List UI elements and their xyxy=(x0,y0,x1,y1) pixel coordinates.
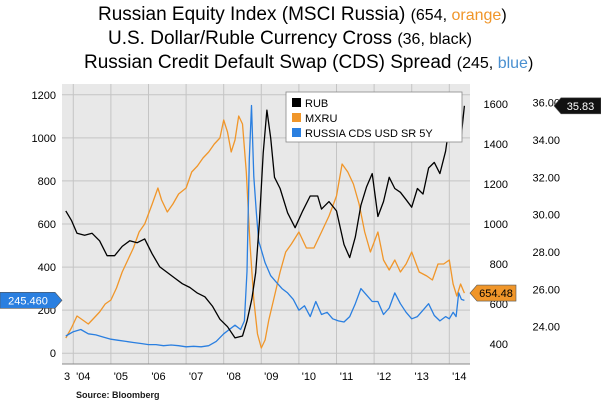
right-outer-axis-tick-label: 34.00 xyxy=(532,135,560,147)
x-axis: 3 '04 '05 '06 '07 '08 '09 '10 '11 '12 '13 '14 xyxy=(62,363,470,383)
x-axis-tick-label: '06 xyxy=(151,371,165,383)
series-lines xyxy=(65,98,466,349)
right-inner-axis-tick-label: 1600 xyxy=(484,99,508,111)
legend-swatch xyxy=(292,113,301,122)
right-outer-axis-tick-label: 28.00 xyxy=(532,247,560,259)
x-axis-tick-label: '13 xyxy=(415,371,429,383)
title-line-2: U.S. Dollar/Ruble Currency Cross (36, bl… xyxy=(108,28,472,50)
rub-value-tag-label: 35.83 xyxy=(567,101,595,113)
legend-label: RUB xyxy=(305,98,328,110)
right-outer-axis: 36.00 34.00 32.00 30.00 28.00 26.00 24.00 xyxy=(532,98,560,334)
title-line-3: Russian Credit Default Swap (CDS) Spread… xyxy=(84,52,533,74)
right-inner-axis-tick-label: 600 xyxy=(490,299,508,311)
right-outer-axis-tick-label: 30.00 xyxy=(532,210,560,222)
rub-line xyxy=(65,98,466,339)
title-line-1-color-word: orange xyxy=(451,7,502,24)
right-inner-axis-tick-label: 400 xyxy=(490,339,508,351)
right-outer-axis-tick-label: 32.00 xyxy=(532,172,560,184)
title-line-1-main: Russian Equity Index (MSCI Russia) xyxy=(98,4,406,25)
x-axis-tick-label: '10 xyxy=(302,371,316,383)
right-inner-axis-tick-label: 1400 xyxy=(484,139,508,151)
right-inner-axis: 1600 1400 1200 1000 800 600 400 xyxy=(484,99,508,351)
right-inner-axis-tick-label: 800 xyxy=(490,259,508,271)
x-axis-tick-label: '05 xyxy=(114,371,128,383)
title-line-3-main: Russian Credit Default Swap (CDS) Spread xyxy=(84,52,452,73)
x-axis-tick-label: '09 xyxy=(264,371,278,383)
mxru-value-tag-shape xyxy=(469,284,517,302)
cds-value-tag-label: 245.460 xyxy=(8,295,48,307)
legend-label: MXRU xyxy=(305,113,337,125)
title-line-3-paren: (245, blue) xyxy=(456,55,534,72)
title-line-1-paren: (654, orange) xyxy=(410,7,507,24)
cds-value-tag-shape xyxy=(0,292,63,309)
x-axis-tick-label: '07 xyxy=(189,371,203,383)
legend-swatch xyxy=(292,98,301,107)
title-line-3-color-word: blue xyxy=(497,55,528,72)
left-axis-tick-label: 1200 xyxy=(32,90,56,102)
source-note: Source: Bloomberg xyxy=(76,390,160,400)
x-axis-tick-label: '14 xyxy=(452,371,466,383)
rub-value-tag-shape xyxy=(553,97,601,115)
x-axis-tick-label: '12 xyxy=(377,371,391,383)
title-line-2-paren: (36, black) xyxy=(397,31,473,48)
last-value-tags: 35.83 654.48 245.460 xyxy=(0,97,601,309)
right-outer-axis-tick-label: 24.00 xyxy=(532,322,560,334)
mxru-line xyxy=(65,115,465,349)
left-axis-tick-label: 1000 xyxy=(32,133,56,145)
x-axis-tick-label: 3 xyxy=(64,371,70,383)
legend-swatch xyxy=(292,128,301,137)
right-outer-axis-tick-label: 36.00 xyxy=(532,98,560,110)
left-axis-tick-label: 0 xyxy=(50,348,56,360)
legend-box xyxy=(285,91,463,143)
cds-line xyxy=(65,104,465,348)
x-axis-tick-label: '04 xyxy=(76,371,90,383)
right-outer-axis-tick-label: 26.00 xyxy=(532,284,560,296)
left-axis-tick-label: 600 xyxy=(38,219,56,231)
mxru-value-tag-label: 654.48 xyxy=(479,288,513,300)
title-line-1: Russian Equity Index (MSCI Russia) (654,… xyxy=(98,4,507,26)
left-axis-tick-label: 800 xyxy=(38,176,56,188)
legend: RUB MXRU RUSSIA CDS USD SR 5Y xyxy=(285,91,463,143)
title-line-2-main: U.S. Dollar/Ruble Currency Cross xyxy=(108,28,393,49)
x-axis-tick-label: '08 xyxy=(227,371,241,383)
x-axis-tick-label: '11 xyxy=(340,371,354,383)
right-inner-axis-tick-label: 1000 xyxy=(484,219,508,231)
legend-label: RUSSIA CDS USD SR 5Y xyxy=(305,128,433,140)
left-axis-tick-label: 400 xyxy=(38,262,56,274)
right-inner-axis-tick-label: 1200 xyxy=(484,179,508,191)
